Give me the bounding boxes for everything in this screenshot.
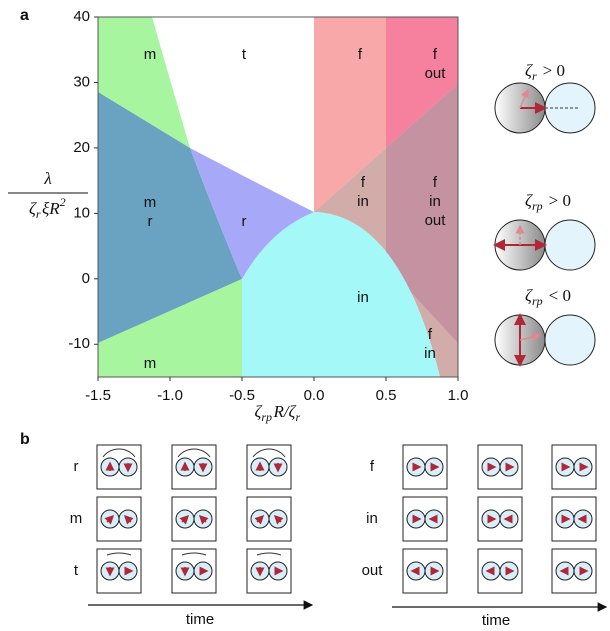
region-label: r [242, 213, 247, 230]
snapshot [247, 497, 291, 541]
snapshot [478, 497, 522, 541]
region-label: m [144, 46, 157, 63]
inset-label: ζrp< 0 [525, 286, 571, 308]
snapshot [172, 549, 216, 593]
row-label: in [366, 510, 378, 527]
x-tick-label: 1.0 [448, 387, 469, 404]
axis-label: time [186, 611, 214, 628]
snapshot [403, 445, 447, 489]
snapshot [97, 445, 141, 489]
spacer [300, 402, 301, 421]
math-label: ζr ξR2 [29, 195, 67, 221]
snapshot [478, 445, 522, 489]
region-label: in [357, 289, 369, 306]
math-part: ξR [42, 199, 60, 218]
subscript: rp [532, 199, 543, 213]
snapshot [172, 445, 216, 489]
snapshot [478, 549, 522, 593]
region-label: m [144, 355, 157, 372]
snapshot [247, 445, 291, 489]
y-tick-label: 20 [73, 139, 90, 156]
figure: a b -1.5 -1.0 -0.5 0.0 0.5 1.0 40 30 20 10 0 -10 λ ζr… [0, 0, 610, 631]
snapshot [403, 497, 447, 541]
region-label: r [148, 213, 153, 230]
snapshot [172, 497, 216, 541]
region-label: in [357, 193, 369, 210]
region-label: m [144, 194, 157, 211]
region-label: in [424, 345, 436, 362]
x-tick-label: 0.0 [304, 387, 325, 404]
relation: > 0 [543, 61, 565, 80]
inset-label: ζr> 0 [525, 61, 565, 83]
subscript: rp [261, 410, 272, 424]
snapshot [552, 549, 596, 593]
x-tick-label: -1.0 [157, 387, 183, 404]
subscript: r [532, 69, 537, 83]
y-tick-label: 0 [82, 270, 90, 287]
math-label: ζrp R/ζr [254, 402, 301, 424]
y-label-numerator: λ [43, 169, 51, 188]
axis-label: time [482, 612, 510, 629]
snapshot [552, 445, 596, 489]
row-label: out [362, 562, 384, 579]
snapshot [97, 549, 141, 593]
snapshot [247, 549, 291, 593]
x-tick-label: 0.5 [376, 387, 397, 404]
relation: < 0 [549, 286, 571, 305]
region-label: out [425, 65, 447, 82]
math-part: R/ζ [272, 402, 296, 421]
y-tick-label: 40 [73, 8, 90, 25]
relation: > 0 [549, 191, 571, 210]
x-tick-label: -0.5 [229, 387, 255, 404]
region-label: in [429, 193, 441, 210]
insets [495, 83, 595, 365]
row-label: f [370, 458, 375, 475]
y-tick-label: -10 [68, 335, 90, 352]
y-tick-label: 30 [73, 73, 90, 90]
snapshot [552, 497, 596, 541]
snapshot [403, 549, 447, 593]
inset-label: ζrp> 0 [525, 191, 571, 213]
row-label: t [74, 562, 79, 579]
panel-label: a [20, 7, 29, 24]
row-label: r [74, 458, 79, 475]
x-tick-label: -1.5 [85, 387, 111, 404]
region-label: out [425, 212, 447, 229]
y-tick-label: 10 [73, 204, 90, 221]
snapshot [97, 497, 141, 541]
row-label: m [70, 510, 83, 527]
subscript: rp [532, 294, 543, 308]
panel-label: b [20, 431, 30, 448]
spacer [66, 199, 67, 218]
